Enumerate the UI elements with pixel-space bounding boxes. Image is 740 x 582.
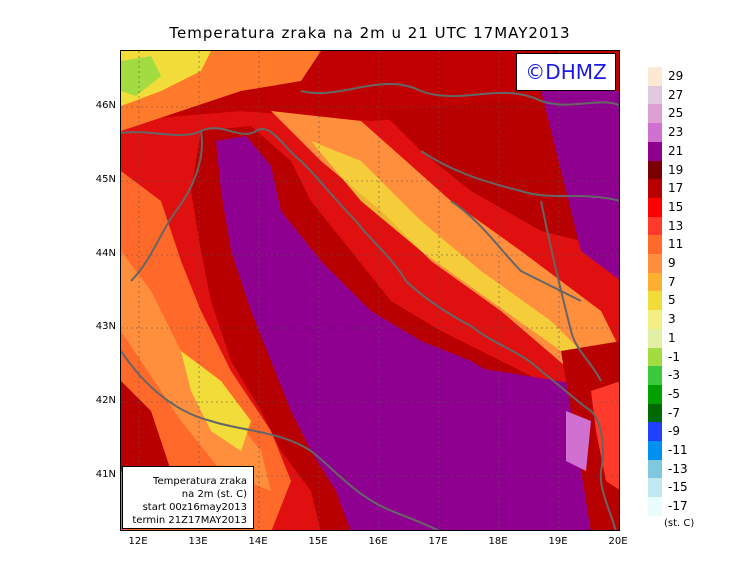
legend-swatch (648, 123, 662, 143)
legend-label: -9 (668, 424, 680, 439)
legend-label: 17 (668, 181, 684, 196)
legend-swatch (648, 254, 662, 273)
legend-label: -7 (668, 405, 680, 420)
legend-label: 19 (668, 162, 684, 177)
legend-swatch (648, 310, 662, 330)
legend-swatch (648, 497, 662, 517)
legend-label: -11 (668, 443, 688, 457)
legend-swatch (648, 141, 662, 161)
legend-label: 23 (668, 125, 684, 140)
legend-unit: (st. C) (664, 518, 695, 529)
info-line-2: na 2m (st. C) (181, 489, 247, 500)
lat-label: 45N (95, 174, 116, 185)
lon-label: 14E (248, 536, 268, 547)
legend-swatch (648, 459, 662, 479)
dhmz-watermark: ©DHMZ (516, 53, 616, 91)
legend-swatch (648, 384, 662, 404)
legend-label: 13 (668, 218, 684, 233)
temperature-map (120, 50, 620, 531)
lat-label: 41N (95, 469, 116, 480)
legend-swatch (648, 160, 662, 180)
info-line-4: termin 21Z17MAY2013 (132, 515, 247, 526)
lat-label: 42N (95, 395, 116, 406)
legend-label: -3 (668, 368, 680, 383)
legend-swatch (648, 328, 662, 348)
legend-swatch (648, 216, 662, 236)
lat-label: 46N (95, 100, 116, 111)
lat-label: 44N (95, 248, 116, 259)
legend-label: 5 (668, 293, 676, 308)
legend-label: 27 (668, 87, 684, 102)
legend-label: 11 (668, 237, 684, 252)
legend-label: 15 (668, 199, 684, 214)
lon-label: 17E (428, 536, 448, 547)
lat-label: 43N (95, 321, 116, 332)
legend-swatch (648, 235, 662, 255)
info-box: Temperatura zraka na 2m (st. C) start 00… (122, 466, 254, 529)
legend-swatch (648, 403, 662, 423)
info-line-3: start 00z16may2013 (142, 502, 247, 513)
legend-label: 21 (668, 143, 684, 158)
legend-label: -1 (668, 349, 680, 364)
legend-swatch (648, 291, 662, 311)
legend-swatch (648, 179, 662, 199)
lon-label: 16E (368, 536, 388, 547)
legend-swatch (648, 104, 662, 124)
legend-label: 25 (668, 106, 684, 121)
legend-label: -13 (668, 461, 688, 476)
legend-label: 7 (668, 274, 676, 289)
map-title: Temperatura zraka na 2m u 21 UTC 17MAY20… (169, 24, 571, 42)
legend-swatch (648, 441, 662, 460)
legend-label: 9 (668, 256, 676, 270)
legend-swatch (648, 347, 662, 367)
lon-label: 18E (488, 536, 508, 547)
lon-label: 19E (548, 536, 568, 547)
legend-label: 3 (668, 312, 676, 327)
lon-label: 20E (608, 536, 628, 547)
legend-swatch (648, 197, 662, 217)
info-line-1: Temperatura zraka (153, 476, 247, 487)
legend-label: -15 (668, 480, 688, 495)
legend-swatch (648, 67, 662, 86)
legend-swatch (648, 85, 662, 105)
legend-label: 29 (668, 69, 684, 83)
legend-label: -5 (668, 386, 680, 401)
lon-label: 12E (128, 536, 148, 547)
legend-swatch (648, 422, 662, 442)
legend-swatch (648, 478, 662, 498)
legend-swatch (648, 366, 662, 386)
lon-label: 15E (308, 536, 328, 547)
legend-label: 1 (668, 330, 676, 345)
lon-label: 13E (188, 536, 208, 547)
legend-label: -17 (668, 499, 688, 514)
legend-swatch (648, 272, 662, 292)
